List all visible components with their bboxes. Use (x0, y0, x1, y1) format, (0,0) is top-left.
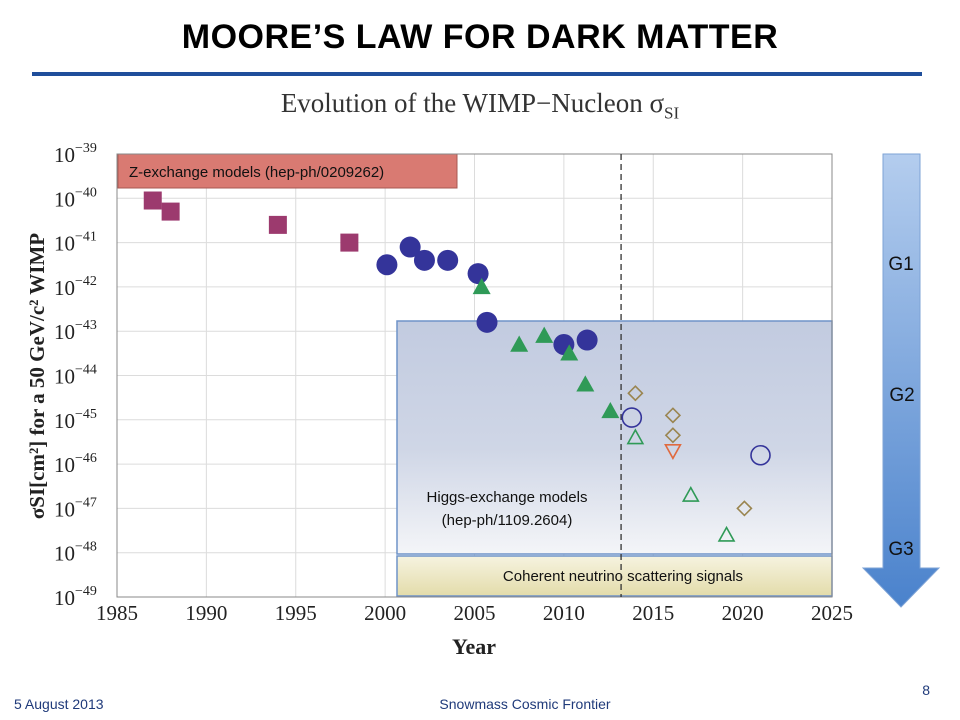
data-point-diamond (664, 427, 682, 444)
data-point-circle (399, 236, 421, 258)
data-point-circle (576, 329, 598, 351)
data-point-square (161, 202, 180, 221)
neutrino-region (396, 555, 833, 597)
y-tick-label: 10−42 (54, 274, 97, 300)
x-axis-label: Year (452, 634, 496, 659)
data-point-triangle (681, 485, 700, 502)
x-tick-label: 2015 (632, 601, 674, 625)
data-point-diamond (736, 500, 753, 517)
data-point-triangle (472, 277, 491, 295)
plot-frame (116, 153, 833, 598)
y-tick-label: 10−47 (54, 495, 97, 521)
footer-date: 5 August 2013 (14, 696, 104, 712)
higgs-region (396, 320, 833, 555)
data-point-diamond (627, 385, 644, 402)
data-point-triangle (576, 375, 595, 392)
y-tick-label: 10−40 (54, 185, 97, 211)
generation-label-g3: G3 (888, 539, 913, 560)
x-tick-label: 2000 (364, 601, 406, 625)
data-point-circle (413, 249, 435, 271)
y-tick-label: 10−44 (54, 363, 97, 389)
higgs-region-label-2: (hep-ph/1109.2604) (442, 512, 573, 529)
x-tick-label: 1985 (96, 601, 138, 625)
generation-arrow (861, 153, 941, 608)
chart-title-sub: SI (664, 103, 680, 123)
data-point-triangle (601, 401, 620, 419)
x-tick-label: 2020 (722, 601, 764, 625)
x-tick-label: 2025 (811, 601, 853, 625)
x-tick-label: 2010 (543, 601, 585, 625)
data-point-triangle (717, 525, 736, 542)
y-tick-label: 10−39 (54, 141, 97, 167)
title-rule (32, 72, 922, 76)
y-tick-label: 10−43 (54, 318, 97, 344)
slide-title: MOORE’S LAW FOR DARK MATTER (181, 18, 779, 56)
chart-title-main: Evolution of the WIMP−Nucleon σ (280, 88, 665, 118)
data-point-circle (476, 311, 498, 333)
data-point-triangle (626, 428, 645, 445)
data-point-triangle (535, 326, 554, 343)
data-point-square (268, 215, 287, 234)
data-point-diamond (664, 407, 682, 424)
data-point-triangle-down (664, 444, 682, 460)
data-point-triangle (560, 344, 579, 361)
x-tick-label: 1990 (185, 601, 227, 625)
y-axis-label: σSI[cm²] for a 50 GeV/c² WIMP (25, 233, 49, 519)
footer-center: Snowmass Cosmic Frontier (439, 696, 611, 712)
data-point-circle (376, 254, 398, 276)
data-point-circle (621, 407, 643, 428)
x-tick-label: 2005 (454, 601, 496, 625)
page-number: 8 (922, 682, 930, 698)
data-point-triangle (510, 335, 529, 352)
y-tick-label: 10−46 (54, 451, 97, 477)
y-tick-label: 10−41 (54, 230, 97, 256)
data-point-circle (750, 444, 771, 466)
generation-label-g2: G2 (889, 385, 914, 406)
chart-title: Evolution of the WIMP−Nucleon σSI (0, 88, 960, 123)
higgs-region-label-1: Higgs-exchange models (427, 489, 588, 506)
neutrino-region-label: Coherent neutrino scattering signals (503, 568, 743, 585)
y-tick-label: 10−49 (54, 584, 97, 610)
data-point-square (340, 233, 359, 252)
y-tick-label: 10−48 (54, 540, 97, 566)
z-exchange-box (117, 153, 458, 189)
z-exchange-label: Z-exchange models (hep-ph/0209262) (129, 164, 384, 181)
data-point-circle (437, 249, 459, 271)
data-point-square (143, 191, 162, 210)
generation-label-g1: G1 (888, 254, 913, 275)
y-tick-label: 10−45 (54, 407, 97, 433)
data-point-circle (467, 263, 489, 285)
x-tick-label: 1995 (275, 601, 317, 625)
